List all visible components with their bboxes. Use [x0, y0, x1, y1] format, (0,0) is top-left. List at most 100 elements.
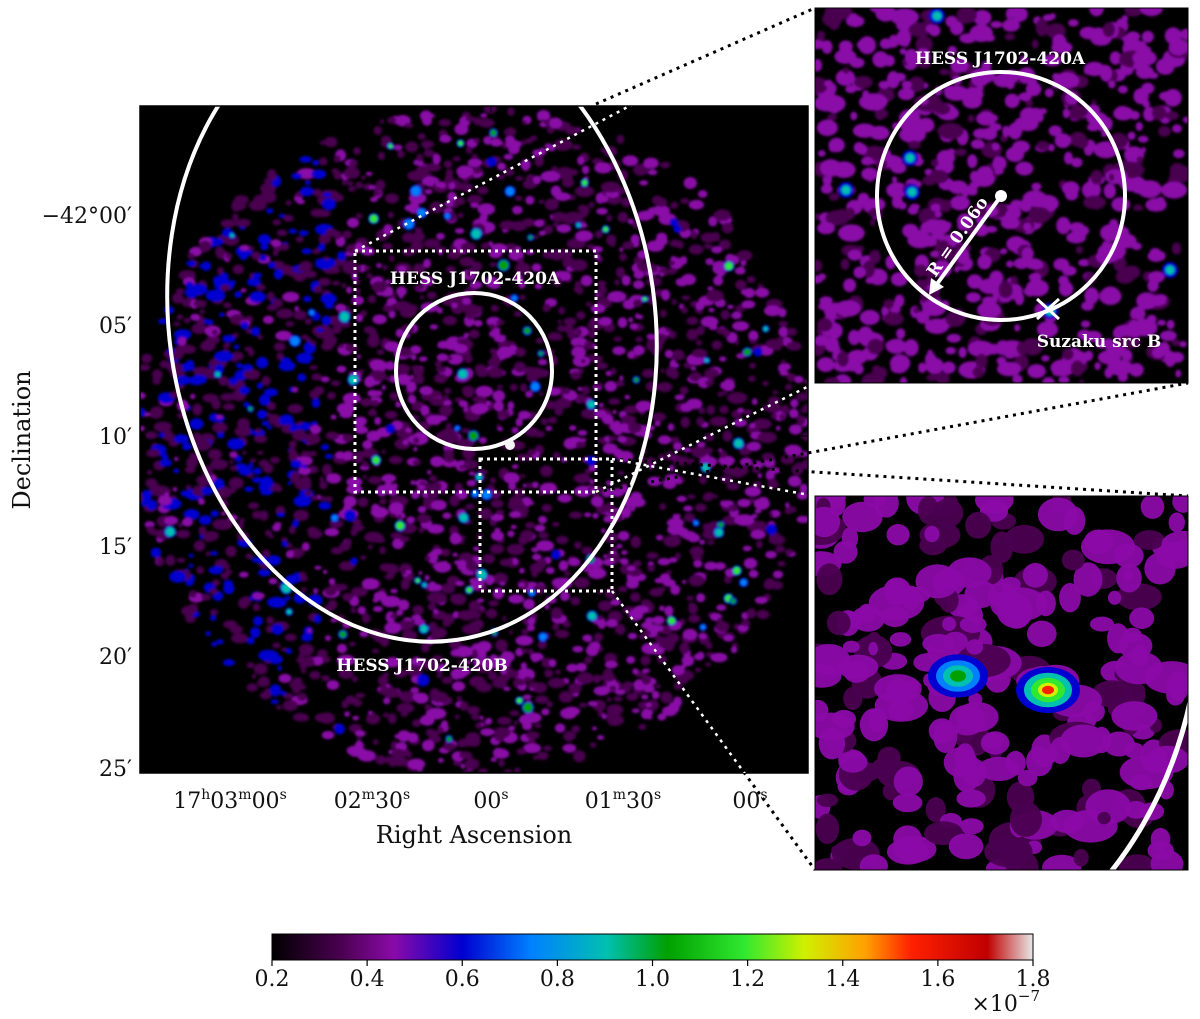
emission-blob: [889, 632, 912, 647]
emission-blob: [688, 614, 701, 623]
emission-blob: [701, 463, 710, 472]
emission-blob: [843, 686, 863, 711]
emission-blob: [750, 529, 766, 540]
emission-blob: [899, 377, 908, 383]
emission-blob: [342, 262, 362, 275]
emission-blob: [597, 735, 605, 740]
emission-blob: [816, 119, 838, 137]
suzaku-src-cross: [1035, 297, 1061, 321]
emission-blob: [913, 307, 920, 314]
emission-blob: [645, 702, 653, 707]
main-map-panel: HESS J1702-420A HESS J1702-420B: [139, 105, 809, 774]
emission-blob: [324, 528, 340, 537]
emission-blob: [522, 721, 533, 731]
emission-blob: [754, 596, 768, 604]
emission-blob: [199, 309, 205, 315]
emission-blob: [522, 483, 527, 488]
emission-blob: [467, 194, 483, 205]
emission-blob: [662, 579, 676, 587]
emission-blob: [934, 265, 944, 274]
emission-blob: [146, 449, 161, 458]
emission-blob: [542, 250, 557, 259]
emission-blob: [1103, 183, 1117, 199]
emission-blob: [277, 665, 282, 671]
emission-blob: [937, 122, 964, 140]
emission-blob: [266, 616, 274, 625]
emission-blob: [310, 424, 322, 434]
emission-blob: [918, 362, 927, 374]
emission-blob: [1043, 322, 1055, 332]
emission-blob: [1037, 497, 1079, 532]
emission-blob: [598, 291, 606, 298]
emission-blob: [382, 712, 389, 718]
emission-blob: [451, 302, 458, 308]
emission-blob: [699, 539, 706, 545]
emission-blob: [642, 630, 651, 636]
emission-blob: [656, 625, 664, 632]
emission-blob: [749, 422, 756, 429]
emission-blob: [387, 713, 397, 724]
emission-blob: [247, 277, 262, 287]
emission-blob: [386, 425, 394, 433]
emission-blob: [257, 450, 264, 455]
emission-blob: [577, 430, 588, 436]
emission-blob: [1054, 133, 1072, 149]
emission-blob: [404, 219, 414, 229]
emission-blob: [647, 169, 658, 176]
emission-blob: [884, 578, 908, 606]
emission-blob: [1042, 377, 1055, 383]
emission-blob: [1041, 355, 1050, 362]
emission-blob: [153, 421, 172, 432]
emission-blob: [977, 254, 992, 270]
emission-blob: [617, 530, 630, 541]
emission-blob: [917, 58, 931, 69]
emission-blob: [250, 627, 261, 638]
radius-arrow-head: [929, 278, 944, 295]
emission-blob: [569, 425, 577, 431]
emission-blob: [490, 304, 499, 312]
emission-blob: [723, 634, 734, 642]
emission-blob: [1060, 724, 1107, 758]
emission-blob: [288, 440, 297, 449]
emission-blob: [1008, 122, 1023, 140]
emission-blob: [1075, 137, 1089, 149]
emission-blob: [304, 318, 312, 325]
emission-blob: [671, 219, 677, 226]
emission-blob: [187, 253, 195, 259]
emission-blob: [149, 408, 163, 419]
emission-blob: [724, 262, 734, 271]
emission-blob: [480, 658, 486, 663]
emission-blob: [1014, 292, 1025, 306]
emission-blob: [188, 590, 197, 598]
emission-blob: [521, 648, 529, 654]
emission-blob: [657, 558, 671, 566]
emission-blob: [1000, 248, 1008, 255]
emission-blob: [229, 625, 243, 634]
emission-blob: [619, 375, 624, 381]
emission-blob: [534, 524, 546, 532]
emission-blob: [200, 341, 216, 352]
main-map-frame: [139, 105, 809, 774]
emission-blob: [956, 789, 986, 808]
emission-blob: [552, 550, 560, 559]
emission-blob: [173, 321, 181, 327]
emission-blob: [688, 574, 705, 587]
emission-blob: [981, 60, 992, 71]
emission-blob: [708, 216, 718, 227]
emission-blob: [528, 738, 536, 744]
emission-blob: [454, 228, 465, 234]
emission-blob: [989, 270, 1004, 285]
emission-blob: [301, 334, 309, 340]
emission-blob: [656, 587, 666, 592]
emission-blob: [748, 330, 759, 342]
emission-blob: [683, 513, 696, 522]
emission-blob: [932, 11, 942, 21]
emission-blob: [681, 579, 687, 584]
emission-blob: [1052, 34, 1067, 50]
emission-blob: [585, 301, 592, 307]
emission-blob: [489, 262, 497, 267]
emission-blob: [690, 230, 698, 240]
emission-blob: [539, 391, 543, 396]
emission-blob: [256, 382, 264, 389]
emission-blob: [642, 668, 651, 674]
